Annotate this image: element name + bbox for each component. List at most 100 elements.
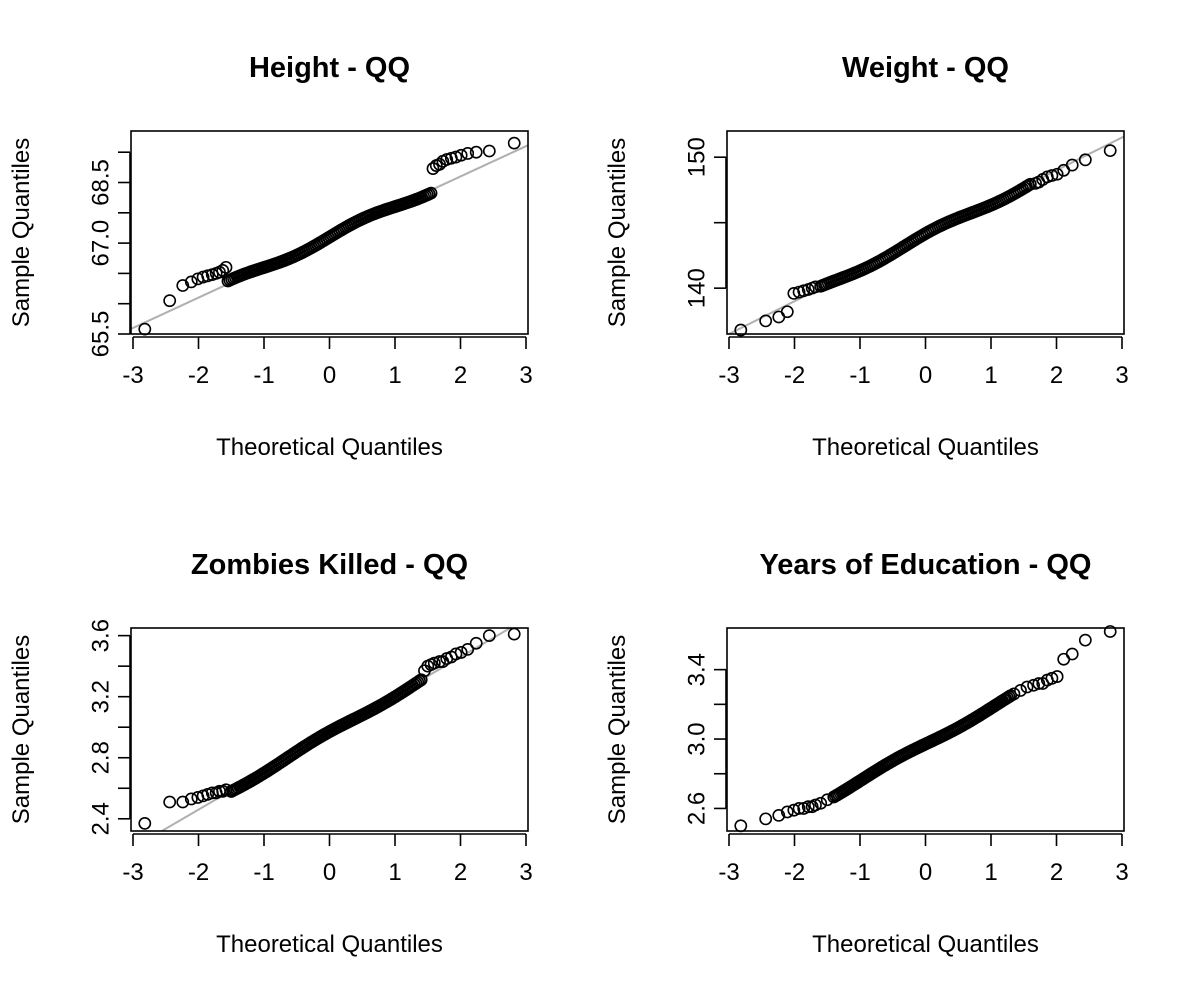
data-point <box>219 260 233 274</box>
x-tick-label: -1 <box>253 362 274 389</box>
qq-panel-1: Height - QQ Theoretical Quantiles Sample Q… <box>8 52 533 461</box>
data-point <box>413 674 426 688</box>
data-point <box>427 656 441 670</box>
data-point <box>507 627 521 641</box>
x-tick-label: -2 <box>784 362 805 389</box>
x-tick-label: -3 <box>122 859 143 886</box>
data-point <box>461 147 475 160</box>
x-tick-label: -3 <box>122 362 143 389</box>
data-point <box>1032 677 1046 690</box>
data-point <box>414 673 428 687</box>
data-point <box>780 805 794 819</box>
x-tick-label: 3 <box>1115 859 1128 886</box>
y-axis-label: Sample Quantiles <box>8 635 35 824</box>
data-point <box>138 322 152 336</box>
chart-title: Weight - QQ <box>842 52 1009 84</box>
data-point <box>792 802 806 815</box>
y-tick-label: 67.0 <box>87 220 114 267</box>
data-points <box>138 136 521 336</box>
y-tick-label: 3.6 <box>87 619 114 652</box>
x-tick-label: 1 <box>984 859 997 886</box>
data-point <box>1027 678 1040 692</box>
x-tick-label: -1 <box>849 859 870 886</box>
x-tick-label: 0 <box>919 362 932 389</box>
data-point <box>176 279 190 292</box>
data-point <box>1065 647 1079 661</box>
x-tick-label: 2 <box>454 362 467 389</box>
x-tick-label: 1 <box>984 362 997 389</box>
x-tick-label: -2 <box>784 859 805 886</box>
y-tick-label: 2.6 <box>683 792 710 825</box>
data-point <box>772 808 786 822</box>
data-point <box>461 642 475 656</box>
data-point <box>176 795 190 809</box>
x-tick-label: 3 <box>519 362 532 389</box>
x-tick-label: -3 <box>718 362 739 389</box>
x-tick-label: 2 <box>454 859 467 886</box>
data-point <box>426 162 440 175</box>
data-point <box>1078 153 1092 167</box>
qq-panel-4: Years of Education - QQ Theoretical Quant… <box>604 549 1129 958</box>
data-point <box>411 675 425 689</box>
y-tick-label: 3.4 <box>683 653 710 686</box>
data-points <box>138 627 521 830</box>
qq-panel-2: Weight - QQ Theoretical Quantiles Sample Q… <box>604 52 1129 461</box>
y-axis-label: Sample Quantiles <box>604 138 631 327</box>
y-tick-label: 3.2 <box>87 680 114 713</box>
x-tick-label: 2 <box>1050 362 1063 389</box>
data-point <box>1057 652 1071 666</box>
x-axis-label: Theoretical Quantiles <box>216 931 443 958</box>
data-point <box>734 323 748 337</box>
data-point <box>449 150 463 164</box>
y-tick-label: 150 <box>683 137 710 177</box>
data-point <box>787 803 801 817</box>
data-point <box>1020 680 1034 694</box>
data-points <box>734 625 1117 833</box>
y-tick-label: 2.8 <box>87 741 114 774</box>
x-tick-label: -2 <box>188 362 209 389</box>
y-tick-label: 2.4 <box>87 802 114 835</box>
data-point <box>1045 169 1059 182</box>
data-point <box>507 136 521 150</box>
data-point <box>482 629 496 643</box>
data-point <box>780 305 794 319</box>
y-axis-label: Sample Quantiles <box>8 138 35 327</box>
chart-title: Height - QQ <box>249 52 410 84</box>
data-point <box>1078 633 1092 647</box>
x-tick-label: 0 <box>323 362 336 389</box>
qq-panel-3: Zombies Killed - QQ Theoretical Quantiles… <box>8 549 533 958</box>
x-tick-label: -3 <box>718 859 739 886</box>
data-point <box>1050 670 1064 683</box>
data-points <box>734 144 1117 337</box>
data-point <box>814 796 828 810</box>
x-tick-label: 3 <box>519 859 532 886</box>
data-point <box>454 148 468 162</box>
data-point <box>216 263 230 277</box>
data-point <box>809 798 822 812</box>
data-point <box>449 647 463 661</box>
data-point <box>454 646 468 659</box>
chart-title: Years of Education - QQ <box>760 549 1092 581</box>
x-axis-label: Theoretical Quantiles <box>812 931 1039 958</box>
data-point <box>1065 158 1079 172</box>
y-tick-label: 65.5 <box>87 311 114 358</box>
x-tick-label: -1 <box>253 859 274 886</box>
data-point <box>469 636 483 650</box>
plot-frame <box>726 130 1125 335</box>
data-point <box>138 816 152 830</box>
plot-frame <box>130 627 529 832</box>
data-point <box>163 795 177 809</box>
x-tick-label: 1 <box>388 362 401 389</box>
y-axis-label: Sample Quantiles <box>604 635 631 824</box>
data-point <box>772 310 786 324</box>
data-point <box>469 145 483 159</box>
plot-frame <box>130 130 529 335</box>
y-tick-label: 140 <box>683 268 710 308</box>
x-tick-label: -1 <box>849 362 870 389</box>
x-tick-label: 0 <box>323 859 336 886</box>
data-point <box>759 314 773 328</box>
data-point <box>1050 167 1064 181</box>
data-point <box>1103 144 1117 158</box>
data-point <box>184 275 198 289</box>
